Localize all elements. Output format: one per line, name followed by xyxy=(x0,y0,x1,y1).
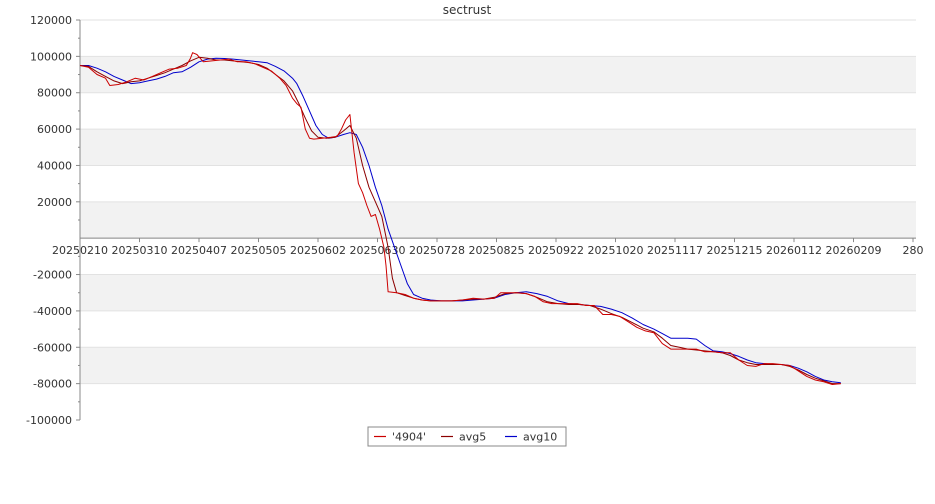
y-tick-label: 120000 xyxy=(30,14,72,27)
legend-label: avg10 xyxy=(523,431,557,444)
grid-band xyxy=(80,201,916,239)
series-line-4904 xyxy=(79,52,841,385)
series-line-avg10 xyxy=(80,57,841,384)
x-tick-label: 280 xyxy=(903,244,924,257)
y-tick-label: -100000 xyxy=(26,414,72,427)
x-tick-label: 20250602 xyxy=(290,244,346,257)
x-tick-label: 20251215 xyxy=(707,244,763,257)
x-tick-label: 20250210 xyxy=(52,244,108,257)
y-tick-label: 100000 xyxy=(30,50,72,63)
grid-band xyxy=(80,92,916,130)
grid-band xyxy=(80,238,916,275)
grid-bands xyxy=(80,19,916,420)
x-tick-label: 20250407 xyxy=(171,244,227,257)
legend-label: avg5 xyxy=(459,431,486,444)
legend-box xyxy=(367,426,567,447)
x-tick-label: 20250630 xyxy=(350,244,406,257)
y-tick-label: -40000 xyxy=(33,305,72,318)
y-tick-label: 40000 xyxy=(37,159,72,172)
x-tick-label: 20250310 xyxy=(112,244,168,257)
y-tick-label: -20000 xyxy=(33,269,72,282)
x-tick-label: 20251020 xyxy=(588,244,644,257)
y-tick-label: 60000 xyxy=(37,123,72,136)
y-tick-label: 80000 xyxy=(37,87,72,100)
y-tick-label: 20000 xyxy=(37,196,72,209)
x-tick-label: 20260112 xyxy=(766,244,822,257)
grid-band xyxy=(80,310,916,348)
x-ticks: 20250210 20250310 20250407 20250505 20250602… xyxy=(52,238,924,257)
x-tick-label: 20251117 xyxy=(647,244,703,257)
grid-band xyxy=(80,347,916,384)
grid-band xyxy=(80,165,916,202)
grid-band xyxy=(80,20,916,57)
chart-title: sectrust xyxy=(443,3,492,17)
grid-band xyxy=(80,274,916,311)
x-tick-label: 20250505 xyxy=(231,244,287,257)
x-tick-label: 20250922 xyxy=(528,244,584,257)
y-tick-label: -80000 xyxy=(33,378,72,391)
legend-label: '4904' xyxy=(392,431,426,444)
grid-band xyxy=(80,56,916,93)
x-tick-label: 20250728 xyxy=(409,244,465,257)
grid-band xyxy=(80,383,916,420)
grid-band xyxy=(80,129,916,166)
x-tick-label: 20250825 xyxy=(469,244,525,257)
x-tick-label: 20260209 xyxy=(826,244,882,257)
y-tick-label: -60000 xyxy=(33,341,72,354)
y-ticks: 120000 100000 80000 60000 40000 20000 -20000 -4… xyxy=(26,14,80,427)
series-layer xyxy=(79,52,841,385)
legend: '4904' avg5 avg10 xyxy=(367,426,567,447)
